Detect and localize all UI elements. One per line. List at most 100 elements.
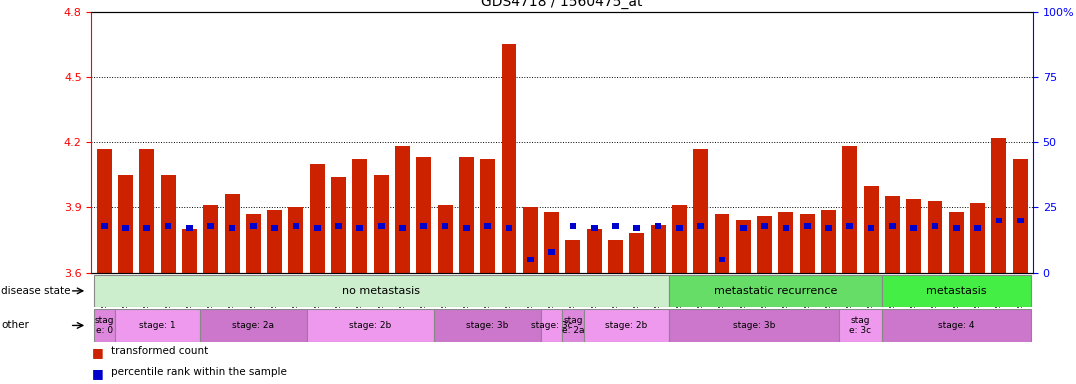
Bar: [928, 201, 943, 273]
Text: disease state: disease state: [1, 286, 71, 296]
Bar: [953, 225, 960, 231]
Bar: [565, 240, 580, 273]
Bar: [435, 309, 541, 342]
Bar: [140, 149, 154, 273]
Bar: [1013, 159, 1028, 273]
Text: stage: 3b: stage: 3b: [733, 321, 775, 330]
Bar: [778, 212, 793, 273]
Bar: [336, 223, 342, 228]
Text: transformed count: transformed count: [111, 346, 208, 356]
Bar: [314, 225, 321, 231]
Bar: [182, 229, 197, 273]
Bar: [889, 223, 895, 228]
Bar: [569, 223, 577, 228]
Text: stage: 1: stage: 1: [139, 321, 175, 330]
Bar: [442, 223, 449, 228]
Bar: [949, 212, 964, 273]
Bar: [676, 225, 682, 231]
Bar: [399, 225, 406, 231]
Bar: [906, 199, 921, 273]
Text: no metastasis: no metastasis: [342, 286, 420, 296]
Bar: [310, 164, 325, 273]
Bar: [118, 175, 133, 273]
Bar: [881, 275, 1031, 307]
Bar: [225, 194, 240, 273]
Bar: [974, 225, 981, 231]
Bar: [971, 203, 985, 273]
Bar: [293, 223, 299, 228]
Bar: [583, 309, 668, 342]
Bar: [697, 223, 704, 228]
Bar: [864, 185, 878, 273]
Bar: [821, 210, 836, 273]
Bar: [115, 309, 200, 342]
Bar: [463, 225, 470, 231]
Bar: [668, 275, 881, 307]
Bar: [612, 223, 619, 228]
Bar: [94, 275, 668, 307]
Text: stage: 2b: stage: 2b: [605, 321, 648, 330]
Bar: [501, 44, 516, 273]
Bar: [94, 309, 115, 342]
Bar: [671, 205, 686, 273]
Text: metastatic recurrence: metastatic recurrence: [713, 286, 837, 296]
Text: other: other: [1, 320, 29, 331]
Text: stage: 2a: stage: 2a: [232, 321, 274, 330]
Text: stage: 3c: stage: 3c: [530, 321, 572, 330]
Bar: [480, 159, 495, 273]
Bar: [208, 223, 214, 228]
Bar: [825, 225, 832, 231]
Bar: [714, 214, 730, 273]
Bar: [799, 214, 815, 273]
Bar: [634, 225, 640, 231]
Bar: [693, 149, 708, 273]
Bar: [123, 225, 129, 231]
Bar: [203, 205, 218, 273]
Bar: [867, 225, 875, 231]
Bar: [353, 159, 367, 273]
Text: stag
e: 0: stag e: 0: [95, 316, 114, 335]
Bar: [246, 214, 260, 273]
Bar: [523, 207, 538, 273]
Text: percentile rank within the sample: percentile rank within the sample: [111, 367, 286, 377]
Bar: [881, 309, 1031, 342]
Bar: [932, 223, 938, 228]
Bar: [165, 223, 171, 228]
Bar: [229, 225, 236, 231]
Bar: [186, 225, 193, 231]
Bar: [548, 249, 555, 255]
Bar: [758, 216, 771, 273]
Text: stag
e: 3c: stag e: 3c: [849, 316, 872, 335]
Bar: [527, 257, 534, 262]
Bar: [1017, 218, 1023, 223]
Bar: [629, 233, 645, 273]
Bar: [654, 223, 662, 228]
Bar: [288, 207, 303, 273]
Bar: [782, 225, 789, 231]
Bar: [991, 138, 1006, 273]
Text: stage: 2b: stage: 2b: [350, 321, 392, 330]
Bar: [331, 177, 346, 273]
Bar: [421, 223, 427, 228]
Bar: [586, 229, 601, 273]
Title: GDS4718 / 1560475_at: GDS4718 / 1560475_at: [481, 0, 643, 9]
Text: stage: 3b: stage: 3b: [467, 321, 509, 330]
Bar: [541, 309, 562, 342]
Text: stag
e: 2a: stag e: 2a: [562, 316, 584, 335]
Bar: [506, 225, 512, 231]
Bar: [736, 220, 751, 273]
Bar: [356, 225, 364, 231]
Text: ■: ■: [91, 346, 103, 359]
Text: metastasis: metastasis: [926, 286, 987, 296]
Bar: [395, 146, 410, 273]
Text: ■: ■: [91, 367, 103, 380]
Bar: [839, 309, 881, 342]
Bar: [484, 223, 491, 228]
Bar: [668, 309, 839, 342]
Bar: [740, 225, 747, 231]
Bar: [562, 309, 583, 342]
Bar: [101, 223, 108, 228]
Bar: [910, 225, 917, 231]
Bar: [843, 146, 858, 273]
Bar: [97, 149, 112, 273]
